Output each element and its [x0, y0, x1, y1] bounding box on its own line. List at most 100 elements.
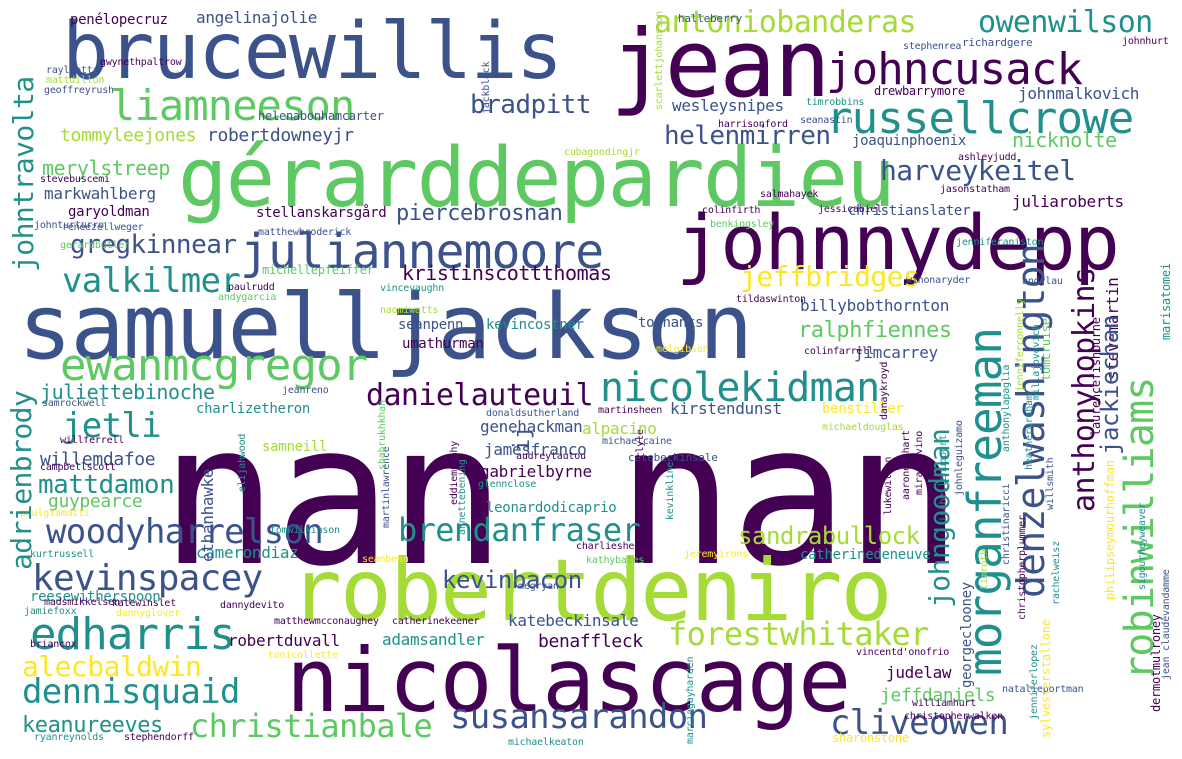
word: stevebuscemi [40, 174, 110, 185]
word: naomiwatts [380, 305, 439, 316]
word: anthonylapaglia [1001, 364, 1012, 452]
word: valkilmer [62, 261, 241, 301]
word: samrockwell [42, 398, 107, 409]
word: johnmalkovich [1018, 84, 1140, 103]
word: ralphfiennes [798, 318, 952, 343]
word: willsmith [1045, 457, 1056, 510]
word: johncusack [826, 44, 1083, 95]
word: robertdeniro [290, 541, 892, 641]
word: michellepfeiffer [262, 263, 374, 277]
word: kirstendunst [670, 399, 782, 418]
word: drewbarrymore [874, 84, 965, 98]
word: catherinedeneuve [800, 547, 931, 563]
word: melgibson [656, 344, 709, 355]
word: seanbean [362, 554, 409, 565]
word: tildaswinton [736, 294, 806, 305]
word: angelinajolie [196, 8, 318, 27]
word: jasonstatham [940, 184, 1010, 195]
word: johnhurt [1122, 36, 1169, 47]
word: christopherwalken [904, 711, 1003, 722]
word: ethanhawke [198, 468, 217, 562]
word: philipseymourhoffman [1103, 460, 1117, 600]
word: colinfarrell [804, 346, 874, 357]
word: johnnydepp [676, 198, 1120, 287]
word: millajovovich [1031, 324, 1042, 400]
word: christianslater [848, 203, 971, 219]
word: jeffbridges [740, 260, 920, 293]
word: stephendorff [124, 732, 194, 743]
word: camerondiaz [196, 543, 299, 562]
word: ij [510, 426, 535, 452]
word: paulrudd [228, 282, 275, 293]
word: gregkinnear [70, 230, 237, 260]
word: seanpenn [398, 317, 464, 333]
word: tomhanks [638, 315, 704, 331]
word: mattdamon [38, 470, 175, 500]
word: richardgere [962, 36, 1033, 49]
word: sylvesterstallone [1039, 619, 1053, 738]
word: kathybates [586, 555, 645, 566]
word: marisatomei [1159, 263, 1173, 340]
word: jessicabiel [818, 204, 883, 215]
word: nicknolte [1012, 128, 1117, 152]
word: scarlettjohansson [654, 11, 665, 110]
word: johntravolta [7, 76, 40, 272]
word: salmahayek [760, 189, 819, 200]
word: jenniferconnelly [1015, 298, 1026, 392]
word: alpacino [582, 419, 657, 438]
word: leonardodicaprio [486, 500, 617, 516]
word: joaquinphoenix [852, 133, 967, 149]
word: jenniferaniston [956, 237, 1044, 248]
word: jamesfranco [484, 440, 587, 459]
word: dennisquaid [22, 672, 240, 712]
word: jean [610, 10, 831, 119]
word: antoniobanderas [654, 5, 917, 40]
word: johnturturro [34, 220, 104, 231]
word: christinaricci [1001, 483, 1012, 566]
word: kevinspacey [32, 558, 263, 599]
word: jeffdaniels [880, 685, 996, 706]
word: geoffreyrush [44, 85, 114, 96]
word: sandrabullock [738, 522, 920, 550]
word: elijahwood [237, 433, 248, 492]
word: sharonstone [832, 731, 909, 745]
word: martinsheen [598, 405, 663, 416]
word: judelaw [886, 663, 952, 682]
word: madsmikkelsen [44, 597, 120, 608]
word: nicolascage [286, 629, 851, 732]
word: colinfirth [702, 205, 761, 216]
word: gwynethpaltrow [100, 57, 182, 68]
word: jeanreno [282, 385, 329, 396]
word: aaroneckhart [901, 430, 912, 500]
word: andylau [1022, 276, 1063, 287]
word: charliesheen [576, 541, 646, 552]
word: kevincostner [486, 317, 584, 333]
word: nicolekidman [600, 365, 880, 411]
word: robertdowneyjr [207, 125, 354, 146]
word: jeremyirons [684, 549, 749, 560]
word: michaeldouglas [822, 422, 904, 433]
word: penélopecruz [70, 12, 168, 28]
word: vincevaughn [380, 283, 445, 294]
word: kevinbacon [442, 566, 582, 594]
word: andygarcia [218, 292, 277, 303]
word: susansarandon [450, 697, 708, 737]
word: markwahlberg [44, 184, 156, 203]
word: forestwhitaker [668, 615, 929, 653]
word: jackblack [481, 61, 492, 114]
word: stephenrea [903, 41, 962, 52]
word: dannyglover [116, 608, 181, 619]
word: jetli [62, 406, 162, 446]
word: danaykroyd [879, 361, 890, 420]
word: kurtrussell [30, 549, 95, 560]
word: guypearce [48, 491, 143, 512]
word: keanureeves [22, 713, 163, 738]
word: vincentd'onofrio [856, 647, 950, 658]
word: johngoodman [923, 428, 956, 608]
word: rayliotta [46, 65, 99, 76]
word: williamhurt [912, 698, 977, 709]
word: katewinslet [112, 598, 177, 609]
word: robertcarlyle [635, 429, 646, 505]
word: harveykeitel [880, 154, 1076, 187]
